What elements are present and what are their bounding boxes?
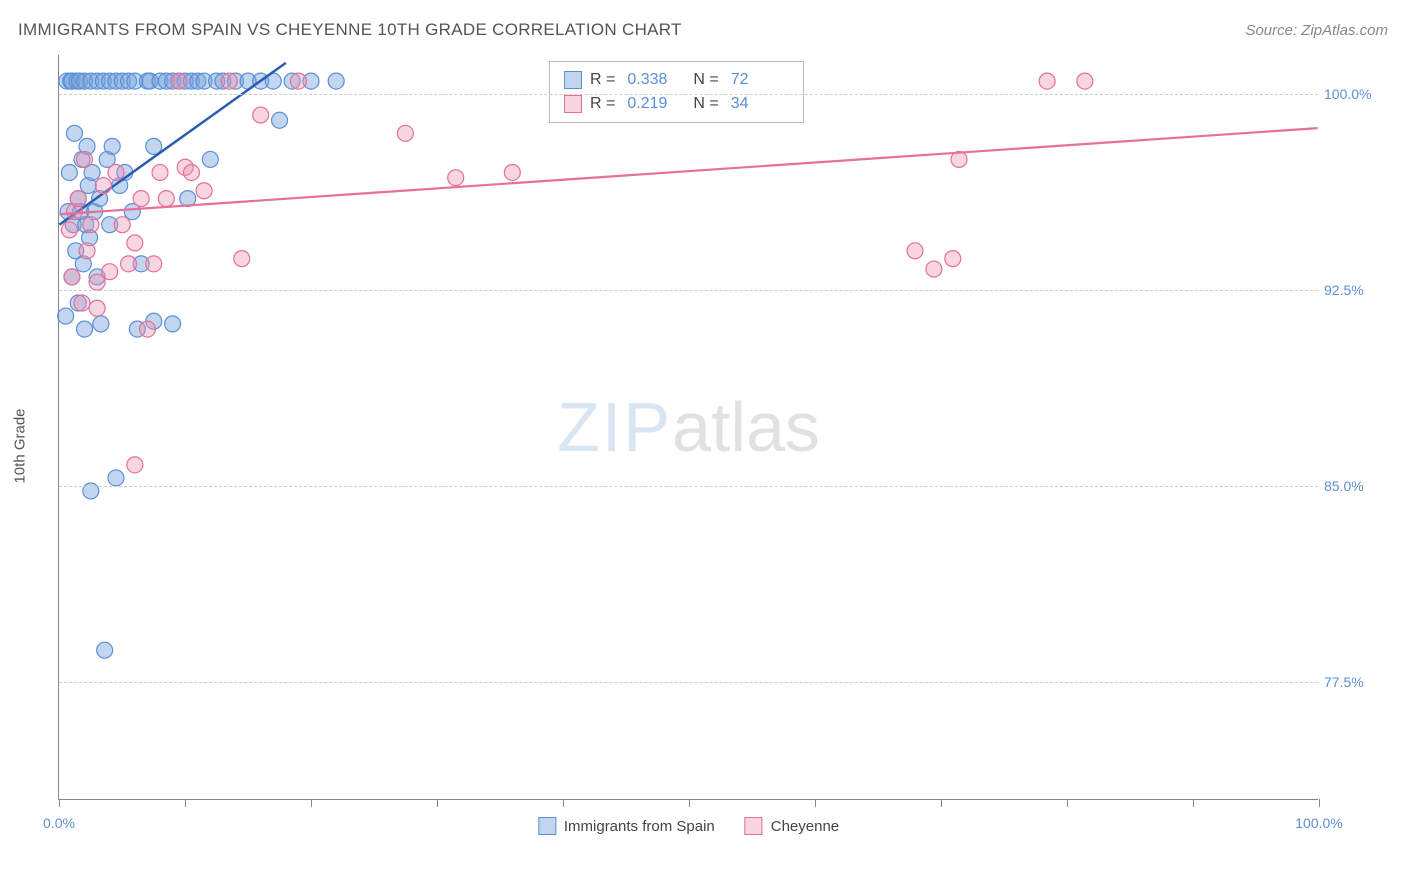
- gridline: [59, 682, 1318, 683]
- cheyenne-point: [95, 178, 111, 194]
- x-tick: [1067, 799, 1068, 807]
- cheyenne-point: [114, 217, 130, 233]
- x-tick-label: 0.0%: [43, 815, 75, 831]
- cheyenne-point: [397, 125, 413, 141]
- cheyenne-point: [133, 191, 149, 207]
- cheyenne-point: [74, 295, 90, 311]
- legend-swatch: [538, 817, 556, 835]
- cheyenne-point: [121, 256, 137, 272]
- spain-point: [66, 125, 82, 141]
- n-label: N =: [693, 95, 718, 113]
- x-tick: [1319, 799, 1320, 807]
- spain-point: [93, 316, 109, 332]
- cheyenne-point: [61, 222, 77, 238]
- source-attribution: Source: ZipAtlas.com: [1245, 22, 1388, 39]
- cheyenne-point: [196, 183, 212, 199]
- legend-item: Immigrants from Spain: [538, 817, 715, 835]
- cheyenne-point: [221, 73, 237, 89]
- spain-point: [58, 308, 74, 324]
- stats-legend-row: R = 0.338 N = 72: [564, 68, 789, 92]
- y-tick-label: 100.0%: [1324, 86, 1384, 102]
- spain-point: [104, 138, 120, 154]
- spain-point: [328, 73, 344, 89]
- y-tick-label: 85.0%: [1324, 478, 1384, 494]
- cheyenne-point: [102, 264, 118, 280]
- cheyenne-point: [504, 164, 520, 180]
- x-tick: [311, 799, 312, 807]
- series-legend: Immigrants from Spain Cheyenne: [538, 817, 839, 835]
- spain-point: [272, 112, 288, 128]
- cheyenne-point: [108, 164, 124, 180]
- gridline: [59, 486, 1318, 487]
- r-label: R =: [590, 71, 615, 89]
- plot-area: ZIPatlas R =0.338N =72R =0.219N =34 Immi…: [58, 55, 1318, 800]
- gridline: [59, 290, 1318, 291]
- cheyenne-point: [907, 243, 923, 259]
- cheyenne-point: [1039, 73, 1055, 89]
- legend-label: Immigrants from Spain: [564, 818, 715, 835]
- spain-point: [202, 151, 218, 167]
- n-label: N =: [693, 71, 718, 89]
- cheyenne-point: [171, 73, 187, 89]
- x-tick: [563, 799, 564, 807]
- spain-point: [97, 642, 113, 658]
- legend-swatch: [564, 71, 582, 89]
- legend-swatch: [564, 95, 582, 113]
- r-label: R =: [590, 95, 615, 113]
- cheyenne-point: [64, 269, 80, 285]
- cheyenne-point: [290, 73, 306, 89]
- x-tick: [815, 799, 816, 807]
- cheyenne-point: [448, 170, 464, 186]
- cheyenne-point: [945, 251, 961, 267]
- y-tick-label: 77.5%: [1324, 674, 1384, 690]
- y-axis-label: 10th Grade: [12, 408, 29, 483]
- legend-item: Cheyenne: [745, 817, 839, 835]
- cheyenne-point: [139, 321, 155, 337]
- r-value: 0.338: [627, 71, 675, 89]
- spain-point: [61, 164, 77, 180]
- cheyenne-point: [70, 191, 86, 207]
- y-tick-label: 92.5%: [1324, 282, 1384, 298]
- x-tick-label: 100.0%: [1295, 815, 1342, 831]
- cheyenne-point: [79, 243, 95, 259]
- spain-point: [165, 316, 181, 332]
- cheyenne-point: [127, 235, 143, 251]
- cheyenne-regression-line: [59, 128, 1317, 214]
- n-value: 72: [731, 71, 779, 89]
- cheyenne-point: [77, 151, 93, 167]
- cheyenne-point: [234, 251, 250, 267]
- cheyenne-point: [152, 164, 168, 180]
- spain-point: [108, 470, 124, 486]
- r-value: 0.219: [627, 95, 675, 113]
- stats-legend: R = 0.338 N = 72 R = 0.219 N = 34: [549, 61, 804, 123]
- cheyenne-point: [926, 261, 942, 277]
- x-tick: [59, 799, 60, 807]
- x-tick: [1193, 799, 1194, 807]
- x-tick: [941, 799, 942, 807]
- stats-legend-row: R = 0.219 N = 34: [564, 92, 789, 116]
- cheyenne-point: [183, 164, 199, 180]
- cheyenne-point: [253, 107, 269, 123]
- cheyenne-point: [158, 191, 174, 207]
- cheyenne-point: [83, 217, 99, 233]
- chart-canvas: [59, 55, 1318, 799]
- x-tick: [185, 799, 186, 807]
- x-tick: [689, 799, 690, 807]
- cheyenne-point: [127, 457, 143, 473]
- gridline: [59, 94, 1318, 95]
- chart-title: IMMIGRANTS FROM SPAIN VS CHEYENNE 10TH G…: [18, 20, 682, 40]
- legend-label: Cheyenne: [771, 818, 839, 835]
- spain-point: [77, 321, 93, 337]
- legend-swatch: [745, 817, 763, 835]
- x-tick: [437, 799, 438, 807]
- cheyenne-point: [1077, 73, 1093, 89]
- cheyenne-point: [89, 300, 105, 316]
- n-value: 34: [731, 95, 779, 113]
- cheyenne-point: [146, 256, 162, 272]
